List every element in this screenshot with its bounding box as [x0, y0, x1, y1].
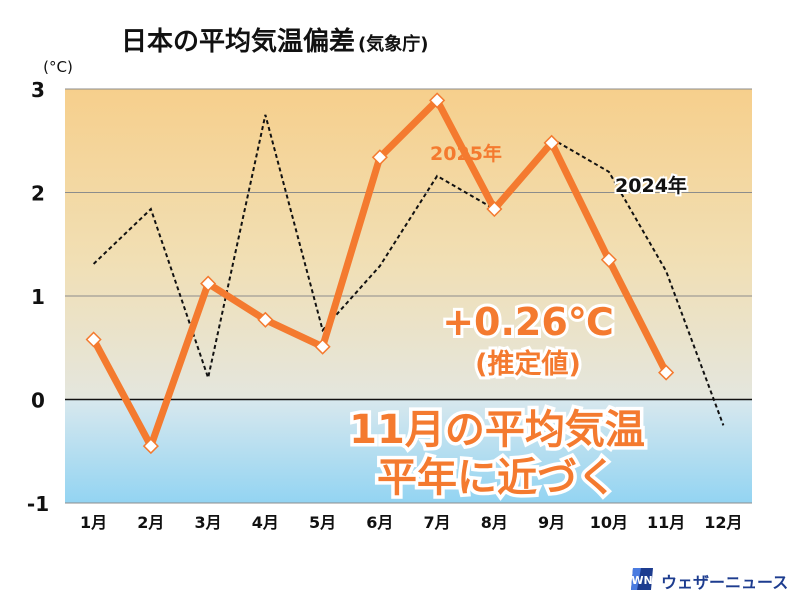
- annotation-headline-1: 11月の平均気温: [349, 407, 645, 453]
- series-2025-point: [543, 134, 560, 151]
- y-tick-label: 1: [31, 285, 45, 309]
- series-2025-point: [600, 251, 617, 268]
- series-2024: [92, 114, 725, 426]
- series-2025-point: [486, 200, 503, 218]
- series-2024-label: 2024年: [615, 174, 687, 197]
- x-tick-labels: 1月 2月 3月 4月 5月 6月 7月 8月 9月 10月 11月 12月: [80, 513, 742, 532]
- svg-text:WN: WN: [631, 574, 652, 587]
- x-tick-label: 7月: [424, 513, 451, 532]
- weathernews-logo: WN ウェザーニュース: [629, 566, 788, 592]
- series-2025-point: [85, 331, 102, 348]
- x-tick-label: 5月: [309, 513, 336, 532]
- y-axis-unit: (°C): [43, 58, 73, 76]
- weathernews-logo-icon: WN: [631, 568, 653, 590]
- y-tick-label: -1: [27, 492, 49, 516]
- x-tick-label: 1月: [80, 513, 107, 532]
- series-2025-label: 2025年: [430, 142, 502, 165]
- series-2025-point: [371, 149, 388, 166]
- x-tick-label: 8月: [481, 513, 508, 532]
- series-2025-point: [200, 275, 217, 292]
- series-2025: [85, 92, 675, 455]
- x-tick-label: 10月: [590, 513, 628, 532]
- x-tick-label: 12月: [704, 513, 742, 532]
- chart-title-source: (気象庁): [358, 33, 428, 55]
- series-2025-point: [429, 92, 446, 109]
- plot-bg-negative: [65, 399, 752, 503]
- x-tick-label: 3月: [195, 513, 222, 532]
- series-2025-point: [142, 438, 159, 455]
- x-tick-label: 9月: [538, 513, 565, 532]
- y-tick-label: 3: [31, 78, 45, 102]
- y-tick-label: 2: [31, 182, 45, 206]
- series-2024-line: [92, 114, 725, 426]
- x-tick-label: 2月: [137, 513, 164, 532]
- series-2025-point: [257, 311, 274, 328]
- series-2025-point: [658, 364, 675, 381]
- series-2025-point: [314, 338, 331, 355]
- annotation-value: +0.26℃: [442, 300, 614, 344]
- x-tick-label: 4月: [252, 513, 279, 532]
- annotation-estimate: (推定値): [475, 348, 581, 380]
- x-tick-label: 11月: [647, 513, 685, 532]
- plot-bg-positive: [65, 89, 752, 399]
- y-tick-label: 0: [31, 389, 45, 413]
- x-tick-label: 6月: [366, 513, 393, 532]
- weathernews-logo-text: ウェザーニュース: [661, 573, 789, 592]
- annotation-headline-2: 平年に近づく: [377, 455, 617, 501]
- y-tick-labels: 3 2 1 0 -1: [27, 78, 49, 516]
- chart-title: 日本の平均気温偏差: [121, 26, 355, 57]
